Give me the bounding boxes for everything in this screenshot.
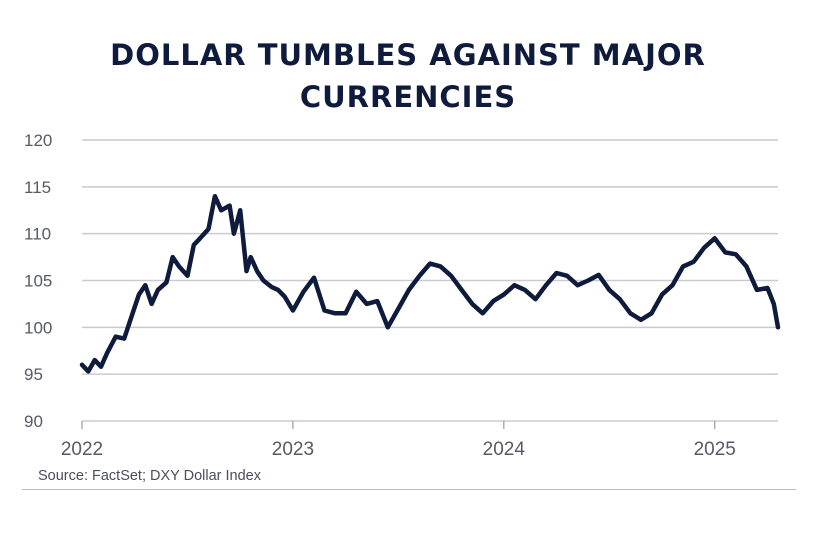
x-tick-label: 2025 <box>694 439 736 460</box>
y-tick-label: 110 <box>24 225 51 244</box>
x-tick-label: 2024 <box>483 439 526 460</box>
y-tick-label: 95 <box>24 365 43 384</box>
y-tick-label: 100 <box>24 318 52 337</box>
y-tick-label: 115 <box>24 178 51 197</box>
chart-title-line-1: DOLLAR TUMBLES AGAINST MAJOR <box>110 38 706 72</box>
dxy-series-line <box>79 193 781 374</box>
chart-title: DOLLAR TUMBLES AGAINST MAJOR CURRENCIES <box>0 34 816 118</box>
chart-title-line-2: CURRENCIES <box>299 80 517 114</box>
source-note: Source: FactSet; DXY Dollar Index <box>38 468 261 484</box>
y-tick-label: 105 <box>24 272 52 291</box>
x-tick-label: 2023 <box>272 439 314 460</box>
x-tick-label: 2022 <box>61 439 103 460</box>
footer-divider <box>22 489 796 490</box>
y-tick-label: 120 <box>24 131 52 150</box>
y-tick-label: 90 <box>24 412 43 431</box>
